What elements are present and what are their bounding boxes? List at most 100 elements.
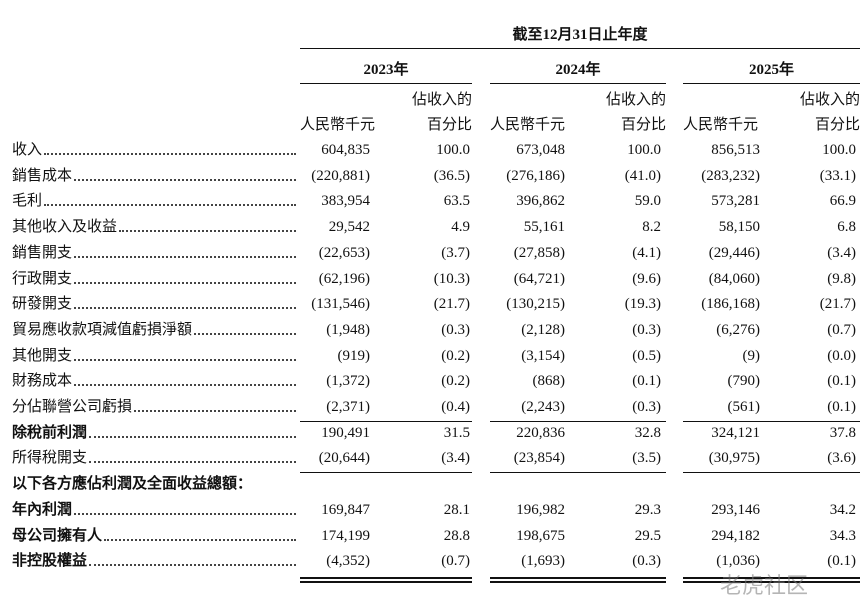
cell: 37.8 (829, 424, 856, 441)
cell: 190,491 (321, 424, 370, 441)
cell: (0.4) (441, 399, 470, 415)
cell: (19.3) (624, 296, 661, 313)
cell: (0.7) (441, 553, 470, 570)
row-label: 財務成本 (12, 371, 300, 391)
cell: (1,036) (716, 553, 760, 570)
cell: (3.4) (441, 450, 470, 467)
cell: (2,128) (521, 321, 565, 338)
cell: 66.9 (829, 193, 856, 210)
cell: (0.3) (441, 321, 470, 338)
cell: (131,546) (311, 296, 370, 313)
cell: 29,542 (328, 219, 370, 236)
dot-leader (74, 346, 296, 361)
row-label: 其他收入及收益 (12, 217, 300, 237)
cell: 58,150 (718, 219, 760, 236)
cell: (276,186) (506, 167, 565, 184)
cell: 220,836 (516, 424, 565, 441)
cell: (220,881) (311, 167, 370, 184)
dot-leader (44, 191, 296, 207)
label-text: 貿易應收款項減值虧損淨額 (12, 321, 193, 338)
dot-leader (134, 397, 296, 412)
cell: 673,048 (516, 142, 565, 158)
rule (300, 48, 860, 49)
cell: (0.1) (827, 373, 856, 390)
cell: (3.7) (441, 244, 470, 261)
row-label: 行政開支 (12, 269, 300, 289)
dot-leader (89, 448, 296, 464)
year-header: 2023年 (363, 62, 409, 78)
rule (683, 580, 860, 583)
cell: (0.3) (632, 399, 661, 415)
cell: 31.5 (443, 424, 470, 441)
pct-header: 百分比 (426, 117, 472, 133)
rule (490, 420, 666, 422)
cell: (0.5) (632, 347, 661, 364)
cell: (0.1) (632, 373, 661, 390)
label-text: 年內利潤 (12, 501, 73, 518)
cell: (130,215) (506, 296, 565, 313)
row-label: 其他開支 (12, 346, 300, 366)
year-header: 2024年 (555, 62, 601, 78)
rule (683, 83, 860, 84)
row-label: 收入 (12, 140, 300, 160)
dot-leader (74, 269, 296, 284)
label-text: 研發開支 (12, 296, 73, 313)
cell: 29.5 (634, 527, 661, 544)
cell: 100.0 (822, 142, 856, 158)
rule (490, 580, 666, 583)
cell: 59.0 (634, 193, 661, 210)
cell: (23,854) (513, 450, 565, 467)
pct-header: 百分比 (620, 117, 666, 133)
cell: 34.3 (829, 527, 856, 544)
dot-leader (74, 500, 296, 515)
row-label: 分佔聯營公司虧損 (12, 397, 300, 417)
cell: (0.0) (827, 347, 856, 364)
cell: (790) (727, 373, 761, 390)
cell: (27,858) (513, 244, 565, 261)
label-text: 非控股權益 (12, 553, 88, 570)
label-text: 其他開支 (12, 347, 73, 364)
cell: (868) (532, 373, 566, 390)
cell: 100.0 (627, 142, 661, 158)
rule (490, 576, 666, 579)
cell: 28.8 (443, 527, 470, 544)
cell: 396,862 (516, 193, 565, 210)
rule (683, 576, 860, 579)
dot-leader (119, 217, 296, 233)
cell: (36.5) (433, 167, 470, 184)
label-text: 毛利 (12, 193, 43, 210)
cell: (41.0) (624, 167, 661, 184)
row-label: 以下各方應佔利潤及全面收益總額： (12, 474, 412, 494)
dot-leader (104, 526, 296, 541)
cell: (3.4) (827, 244, 856, 261)
cell: 169,847 (321, 501, 370, 518)
rule (683, 472, 860, 474)
cell: 55,161 (523, 219, 565, 236)
row-label: 所得稅開支 (12, 448, 300, 468)
cell: (2,371) (326, 399, 370, 415)
label-text: 財務成本 (12, 373, 73, 390)
cell: (0.1) (827, 553, 856, 570)
cell: (9.8) (827, 270, 856, 287)
cell: (0.2) (441, 373, 470, 390)
cell: (1,948) (326, 321, 370, 338)
cell: 29.3 (634, 501, 661, 518)
cell: (283,232) (701, 167, 760, 184)
cell: (30,975) (708, 450, 760, 467)
rule (300, 580, 472, 583)
row-label: 銷售開支 (12, 243, 300, 263)
row-label: 毛利 (12, 191, 300, 211)
cell: 8.2 (642, 219, 661, 236)
row-label: 貿易應收款項減值虧損淨額 (12, 320, 300, 340)
cell: (0.3) (632, 553, 661, 570)
cell: 856,513 (711, 142, 760, 158)
cell: (84,060) (708, 270, 760, 287)
dot-leader (74, 294, 296, 310)
cell: (21.7) (433, 296, 470, 313)
cell: (33.1) (819, 167, 856, 184)
cell: (6,276) (716, 321, 760, 338)
dot-leader (74, 243, 296, 258)
label-text: 銷售成本 (12, 167, 73, 184)
cell: (0.1) (827, 399, 856, 415)
